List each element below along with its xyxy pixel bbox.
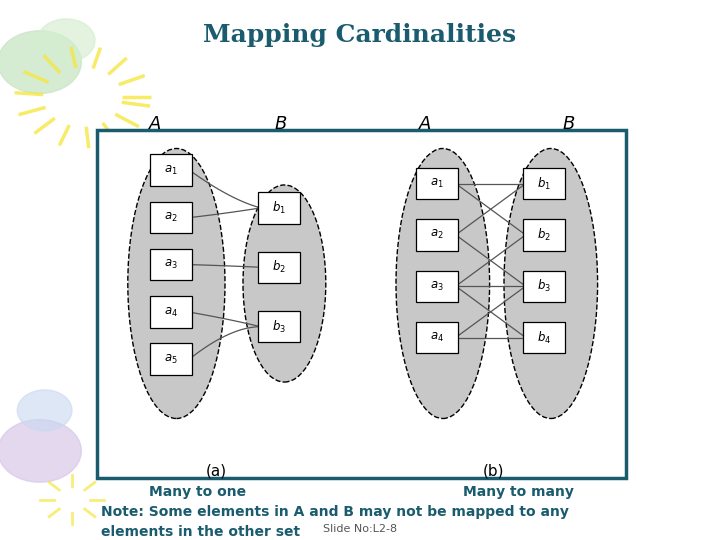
Text: $A$: $A$ [418, 115, 432, 133]
Text: $a_5$: $a_5$ [163, 353, 178, 366]
FancyBboxPatch shape [523, 219, 565, 251]
FancyBboxPatch shape [523, 168, 565, 199]
FancyBboxPatch shape [416, 219, 458, 251]
Text: $a_3$: $a_3$ [430, 280, 444, 293]
Text: $b_1$: $b_1$ [537, 176, 552, 192]
Text: Many to one: Many to one [150, 485, 246, 500]
Text: $a_3$: $a_3$ [163, 258, 178, 271]
Text: $a_1$: $a_1$ [163, 164, 178, 177]
Text: $a_1$: $a_1$ [430, 177, 444, 190]
Text: $a_2$: $a_2$ [164, 211, 177, 224]
Ellipse shape [243, 185, 325, 382]
Ellipse shape [504, 148, 598, 418]
Text: Mapping Cardinalities: Mapping Cardinalities [204, 23, 516, 47]
FancyBboxPatch shape [258, 192, 300, 224]
Circle shape [17, 390, 72, 431]
FancyBboxPatch shape [150, 343, 192, 375]
FancyBboxPatch shape [258, 252, 300, 283]
Text: $b_2$: $b_2$ [537, 227, 552, 243]
FancyBboxPatch shape [523, 271, 565, 302]
Text: $B$: $B$ [562, 115, 575, 133]
Ellipse shape [396, 148, 490, 418]
Text: $b_3$: $b_3$ [537, 278, 552, 294]
Text: Slide No:L2-8: Slide No:L2-8 [323, 523, 397, 534]
FancyBboxPatch shape [150, 249, 192, 280]
Text: $b_1$: $b_1$ [272, 200, 287, 216]
Text: $a_2$: $a_2$ [431, 228, 444, 241]
Text: $a_4$: $a_4$ [163, 306, 178, 319]
Text: $b_4$: $b_4$ [537, 329, 552, 346]
Text: $B$: $B$ [274, 115, 287, 133]
Text: $b_2$: $b_2$ [272, 259, 287, 275]
Circle shape [37, 19, 95, 62]
Text: (b): (b) [482, 463, 504, 478]
FancyBboxPatch shape [416, 168, 458, 199]
Circle shape [0, 420, 81, 482]
Ellipse shape [128, 148, 225, 418]
Text: Many to many: Many to many [463, 485, 574, 500]
FancyBboxPatch shape [150, 202, 192, 233]
FancyBboxPatch shape [523, 322, 565, 353]
Circle shape [0, 31, 81, 93]
Bar [97, 130, 626, 478]
Text: $a_4$: $a_4$ [430, 331, 444, 344]
Text: (a): (a) [205, 463, 227, 478]
FancyBboxPatch shape [150, 296, 192, 328]
Text: $b_3$: $b_3$ [272, 319, 287, 335]
Text: $A$: $A$ [148, 115, 162, 133]
FancyBboxPatch shape [416, 322, 458, 353]
FancyBboxPatch shape [150, 154, 192, 186]
Text: Note: Some elements in A and B may not be mapped to any
elements in the other se: Note: Some elements in A and B may not b… [101, 505, 569, 539]
FancyBboxPatch shape [258, 311, 300, 342]
FancyBboxPatch shape [416, 271, 458, 302]
